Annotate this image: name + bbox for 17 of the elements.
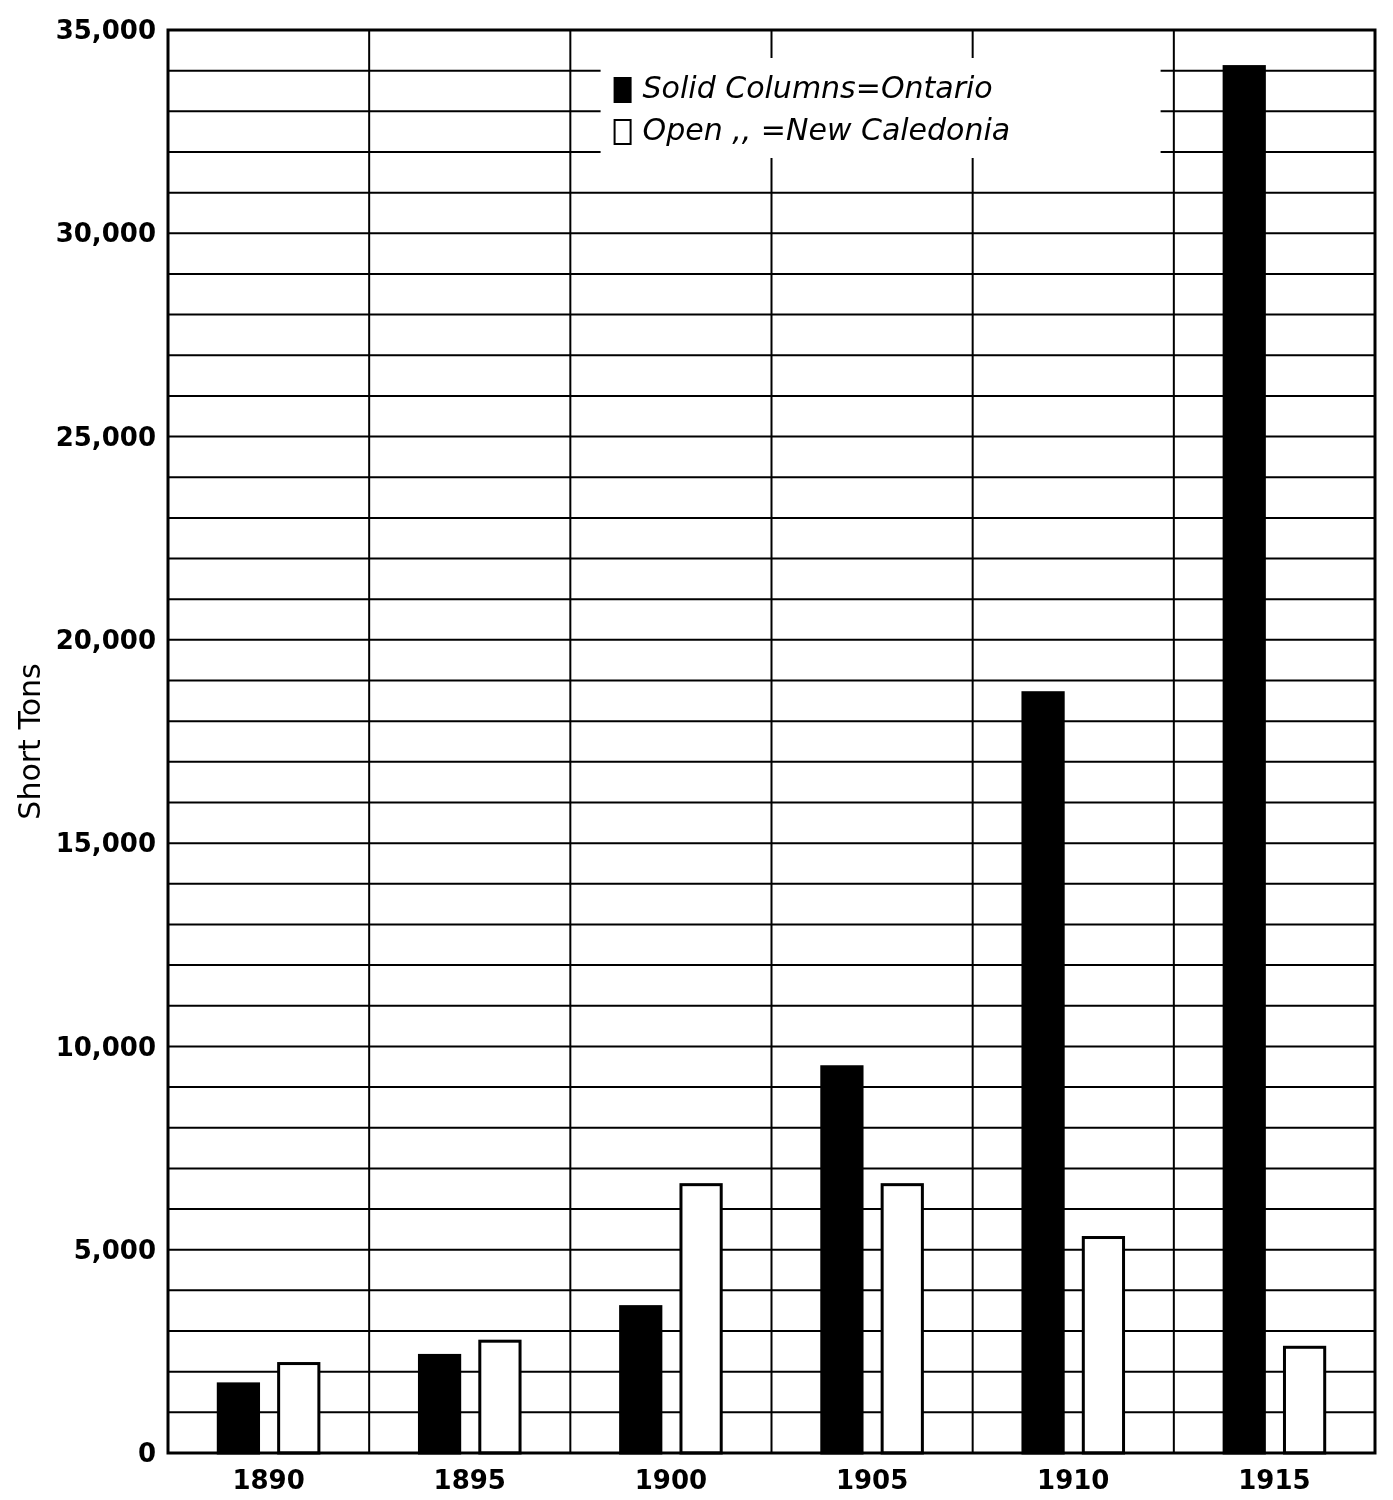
x-tick-label: 1895 xyxy=(433,1465,506,1495)
legend-label: Open ,, =New Caledonia xyxy=(642,112,1011,147)
x-tick-label: 1900 xyxy=(634,1465,708,1495)
x-tick-label: 1905 xyxy=(835,1465,909,1495)
y-tick-label: 30,000 xyxy=(55,218,156,249)
y-tick-label: 15,000 xyxy=(55,828,156,859)
y-tick-label: 0 xyxy=(137,1438,156,1469)
y-axis-title: Short Tons xyxy=(12,663,47,820)
x-tick-label: 1910 xyxy=(1037,1465,1110,1495)
x-tick-label: 1915 xyxy=(1238,1465,1311,1495)
y-tick-label: 25,000 xyxy=(55,421,156,452)
y-tick-label: 35,000 xyxy=(55,15,156,46)
y-tick-label: 10,000 xyxy=(55,1031,156,1062)
legend-label: Solid Columns=Ontario xyxy=(642,70,993,105)
x-tick-label: 1890 xyxy=(232,1465,305,1495)
y-tick-label: 20,000 xyxy=(55,624,156,655)
y-tick-label: 5,000 xyxy=(73,1234,156,1265)
